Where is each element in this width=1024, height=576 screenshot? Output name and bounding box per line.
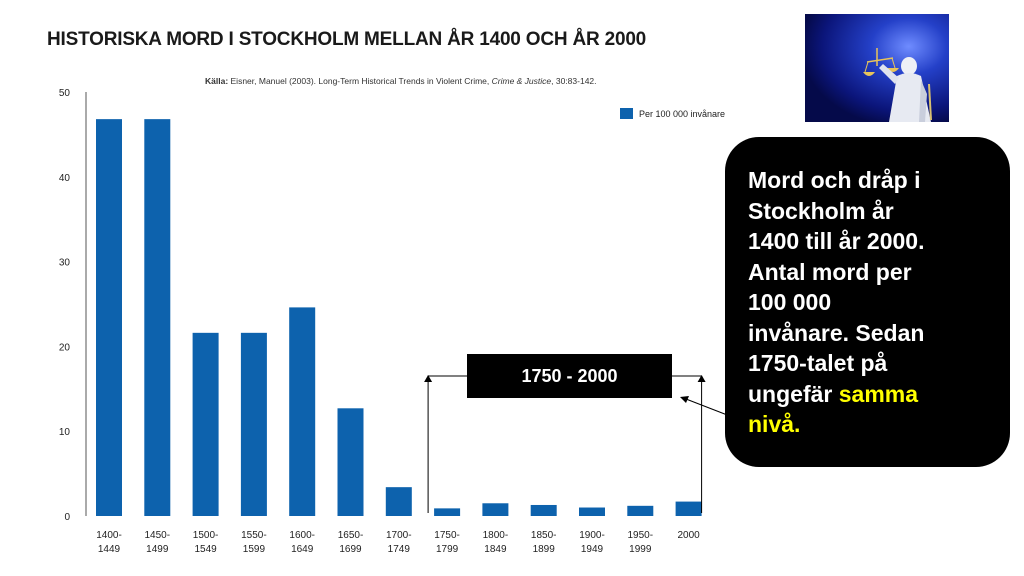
bar <box>144 119 171 517</box>
x-tick-label: 1449 <box>98 544 121 555</box>
x-tick-label: 1400- <box>96 530 122 541</box>
source-journal: Crime & Justice <box>491 76 552 86</box>
source-tail: , 30:83-142. <box>551 76 597 86</box>
x-tick-label: 1949 <box>581 544 604 555</box>
source-label: Källa: <box>205 76 229 86</box>
source-text: Eisner, Manuel (2003). Long-Term Histori… <box>228 76 492 86</box>
bar <box>385 487 412 516</box>
callout-text-highlight: samma nivå. <box>748 380 919 438</box>
x-axis-labels: 1400- 1449 1450- 1499 1500- 1549 1550- 1599 1600… <box>96 530 700 555</box>
x-tick-label: 1899 <box>533 544 556 555</box>
bar <box>240 332 267 516</box>
x-tick-label: 1450- <box>145 530 171 541</box>
y-tick-label: 50 <box>59 88 71 99</box>
y-tick-label: 40 <box>59 173 71 184</box>
x-tick-label: 1950- <box>628 530 654 541</box>
bar <box>675 501 702 516</box>
bar <box>482 503 509 516</box>
x-tick-label: 1549 <box>194 544 217 555</box>
y-tick-label: 10 <box>59 427 71 438</box>
x-tick-label: 1700- <box>386 530 412 541</box>
x-tick-label: 1500- <box>193 530 219 541</box>
x-tick-label: 1800- <box>483 530 509 541</box>
callout-box: Mord och dråp i Stockholm år 1400 till å… <box>725 137 1010 467</box>
legend-swatch <box>620 108 633 119</box>
x-tick-label: 1649 <box>291 544 314 555</box>
bracket-arrowhead-right <box>697 375 706 382</box>
bracket-left <box>427 375 467 513</box>
x-tick-label: 1750- <box>434 530 460 541</box>
chart-legend: Per 100 000 invånare <box>620 108 725 119</box>
period-badge: 1750 - 2000 <box>467 354 672 398</box>
x-tick-label: 1799 <box>436 544 459 555</box>
period-bracket <box>424 375 736 513</box>
x-tick-label: 1999 <box>629 544 652 555</box>
x-tick-label: 1749 <box>388 544 411 555</box>
bar <box>289 307 316 516</box>
bar <box>627 505 654 516</box>
x-tick-label: 1849 <box>484 544 507 555</box>
bar <box>579 507 605 516</box>
y-tick-label: 20 <box>59 342 71 353</box>
bracket-arrowhead-left <box>424 375 433 382</box>
bar <box>192 332 219 516</box>
source-citation: Källa: Eisner, Manuel (2003). Long-Term … <box>205 76 597 86</box>
bar <box>434 508 461 516</box>
bar <box>337 408 364 516</box>
x-tick-label: 2000 <box>677 530 700 541</box>
legend-label: Per 100 000 invånare <box>639 108 726 119</box>
x-tick-label: 1599 <box>243 544 266 555</box>
page-title: HISTORISKA MORD I STOCKHOLM MELLAN ÅR 14… <box>47 29 647 50</box>
x-tick-label: 1600- <box>289 530 315 541</box>
justitia-statue-photo <box>805 14 949 122</box>
bar <box>530 504 557 516</box>
x-tick-label: 1650- <box>338 530 364 541</box>
callout-text-main: Mord och dråp i Stockholm år 1400 till å… <box>748 167 925 407</box>
x-tick-label: 1499 <box>146 544 169 555</box>
bar-series <box>96 119 702 517</box>
x-tick-label: 1550- <box>241 530 267 541</box>
y-axis: 0 10 20 30 40 50 <box>59 88 87 523</box>
callout-pointer-head <box>680 396 689 403</box>
x-tick-label: 1850- <box>531 530 557 541</box>
y-tick-label: 0 <box>64 512 70 523</box>
x-tick-label: 1699 <box>339 544 362 555</box>
x-tick-label: 1900- <box>579 530 605 541</box>
y-tick-label: 30 <box>59 258 71 269</box>
callout-text: Mord och dråp i Stockholm år 1400 till å… <box>748 165 990 440</box>
bar <box>96 119 122 517</box>
